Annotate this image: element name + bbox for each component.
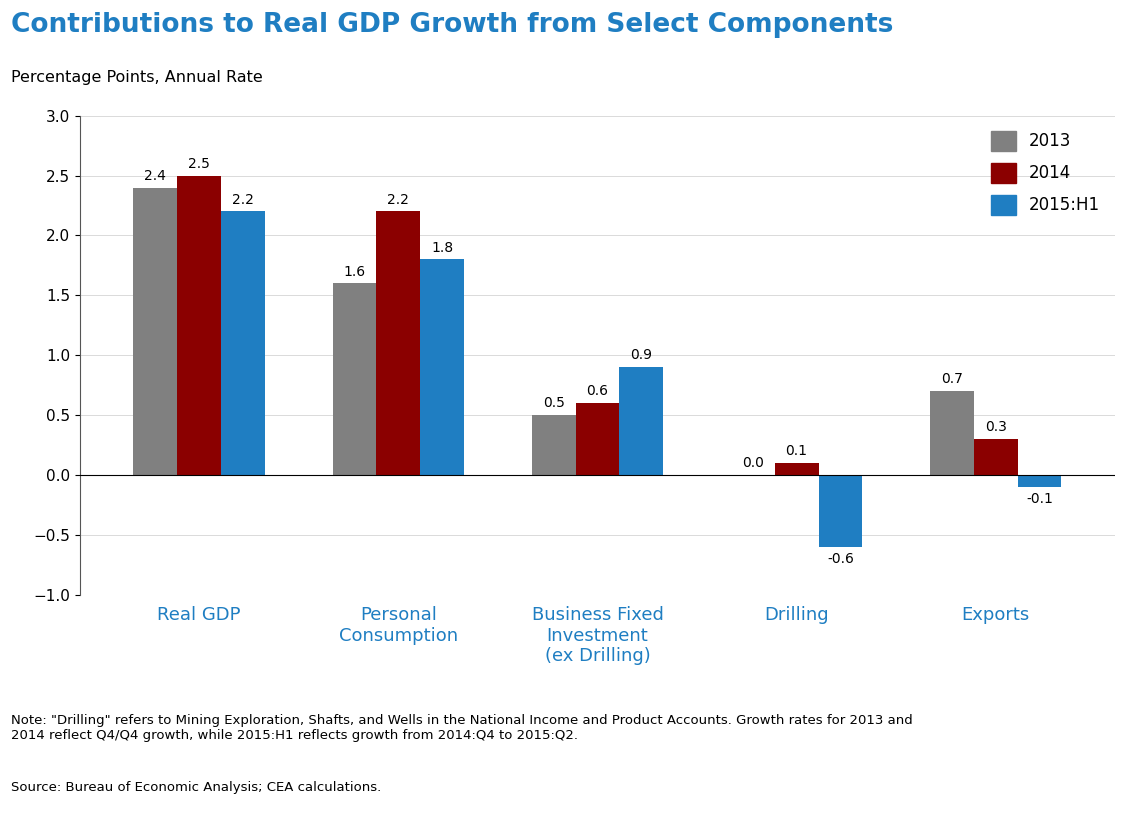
Text: 0.9: 0.9 bbox=[630, 349, 652, 363]
Text: 0.0: 0.0 bbox=[742, 456, 764, 470]
Text: Percentage Points, Annual Rate: Percentage Points, Annual Rate bbox=[11, 70, 263, 85]
Text: 1.8: 1.8 bbox=[431, 240, 453, 254]
Bar bbox=[531, 415, 576, 475]
Bar bbox=[576, 403, 619, 475]
Bar bbox=[619, 367, 663, 475]
Text: 0.7: 0.7 bbox=[941, 373, 963, 387]
Text: 2.2: 2.2 bbox=[387, 192, 410, 206]
Text: 2.4: 2.4 bbox=[145, 169, 166, 183]
Text: 1.6: 1.6 bbox=[344, 264, 365, 278]
Bar bbox=[818, 475, 863, 547]
Bar bbox=[974, 439, 1017, 475]
Text: -0.6: -0.6 bbox=[827, 552, 854, 566]
Bar bbox=[178, 175, 221, 475]
Bar bbox=[332, 283, 377, 475]
Bar bbox=[133, 188, 178, 475]
Text: Contributions to Real GDP Growth from Select Components: Contributions to Real GDP Growth from Se… bbox=[11, 12, 893, 38]
Text: 2.5: 2.5 bbox=[188, 157, 211, 171]
Legend: 2013, 2014, 2015:H1: 2013, 2014, 2015:H1 bbox=[984, 124, 1107, 221]
Text: 0.5: 0.5 bbox=[543, 396, 564, 411]
Text: Source: Bureau of Economic Analysis; CEA calculations.: Source: Bureau of Economic Analysis; CEA… bbox=[11, 781, 381, 794]
Bar bbox=[775, 463, 818, 475]
Bar bbox=[420, 259, 464, 475]
Text: Note: "Drilling" refers to Mining Exploration, Shafts, and Wells in the National: Note: "Drilling" refers to Mining Explor… bbox=[11, 714, 913, 743]
Text: -0.1: -0.1 bbox=[1026, 491, 1053, 506]
Bar bbox=[1017, 475, 1062, 487]
Bar bbox=[930, 391, 974, 475]
Bar bbox=[221, 211, 265, 475]
Text: 0.6: 0.6 bbox=[586, 384, 609, 398]
Text: 0.1: 0.1 bbox=[785, 444, 808, 458]
Text: 2.2: 2.2 bbox=[232, 192, 254, 206]
Bar bbox=[377, 211, 420, 475]
Text: 0.3: 0.3 bbox=[984, 420, 1007, 434]
